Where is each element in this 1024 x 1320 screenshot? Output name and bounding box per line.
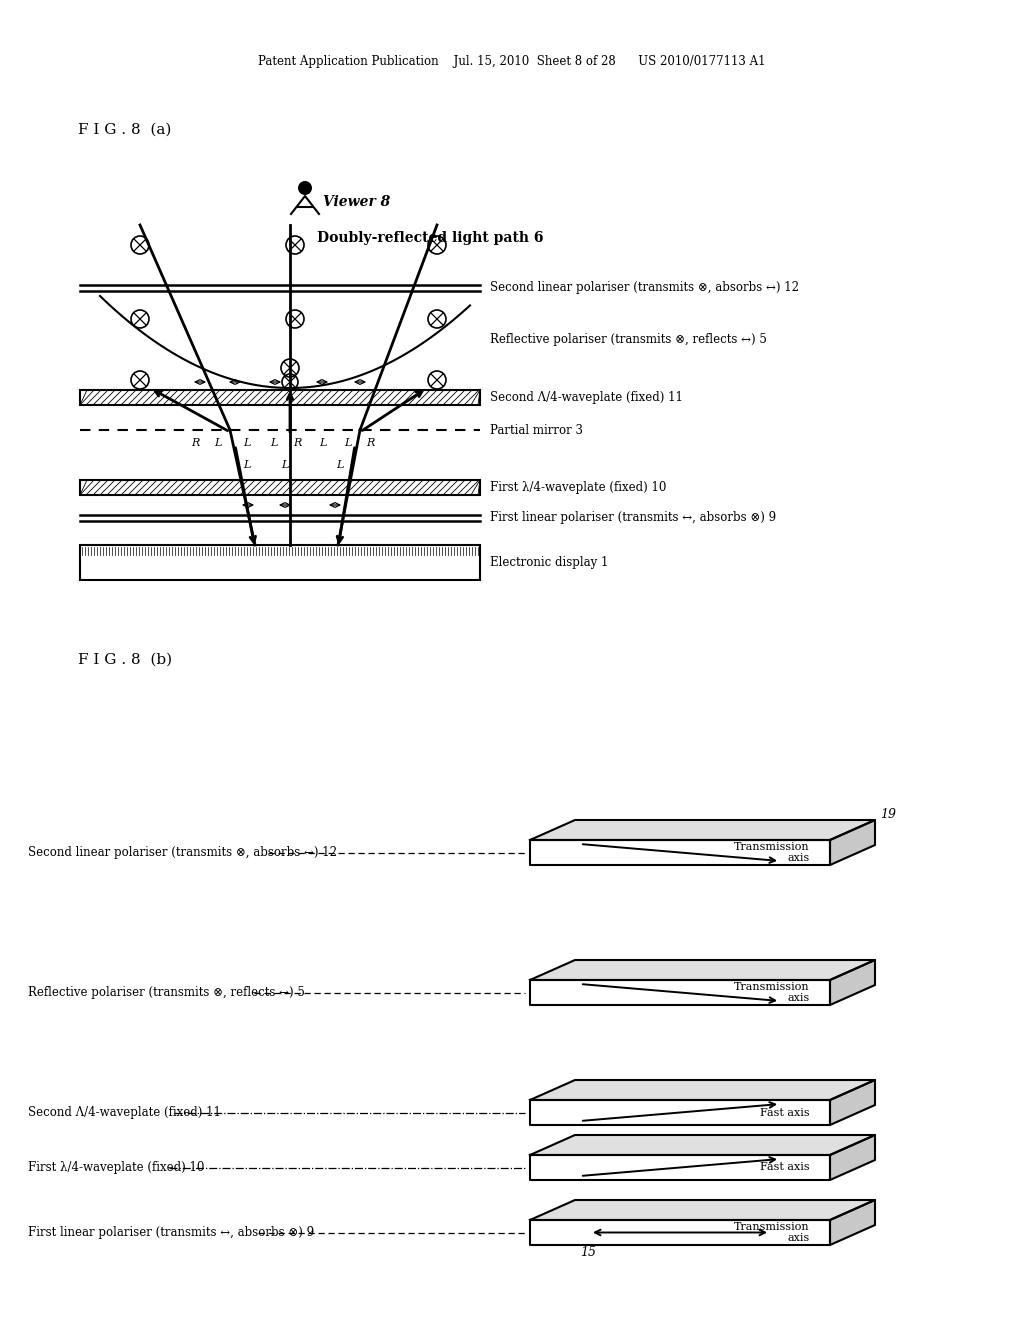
Text: L: L [319, 438, 327, 447]
Text: F I G . 8  (a): F I G . 8 (a) [78, 123, 171, 137]
Text: Fast axis: Fast axis [761, 1163, 810, 1172]
Polygon shape [530, 960, 874, 979]
Text: Second Λ/4-waveplate (fixed) 11: Second Λ/4-waveplate (fixed) 11 [490, 391, 683, 404]
Text: L: L [244, 459, 251, 470]
Text: R: R [293, 438, 301, 447]
Text: First λ/4-waveplate (fixed) 10: First λ/4-waveplate (fixed) 10 [490, 480, 667, 494]
Circle shape [298, 181, 312, 195]
Text: 15: 15 [580, 1246, 596, 1259]
Text: R: R [366, 438, 374, 447]
Text: Patent Application Publication    Jul. 15, 2010  Sheet 8 of 28      US 2010/0177: Patent Application Publication Jul. 15, … [258, 55, 766, 69]
Text: Transmission
axis: Transmission axis [734, 982, 810, 1003]
Text: Transmission
axis: Transmission axis [734, 1222, 810, 1243]
Text: First linear polariser (transmits ↔, absorbs ⊗) 9: First linear polariser (transmits ↔, abs… [490, 511, 776, 524]
Text: Reflective polariser (transmits ⊗, reflects ↔) 5: Reflective polariser (transmits ⊗, refle… [28, 986, 305, 999]
Polygon shape [530, 1155, 830, 1180]
Text: Viewer 8: Viewer 8 [323, 195, 390, 209]
Text: First λ/4-waveplate (fixed) 10: First λ/4-waveplate (fixed) 10 [28, 1162, 205, 1173]
Text: 18: 18 [845, 965, 861, 978]
Polygon shape [530, 1080, 874, 1100]
Polygon shape [830, 820, 874, 865]
Text: 16: 16 [855, 1151, 871, 1163]
Text: Electronic display 1: Electronic display 1 [490, 556, 608, 569]
Bar [80, 480, 480, 495]
Polygon shape [830, 1080, 874, 1125]
Text: L: L [270, 438, 278, 447]
Text: Partial mirror 3: Partial mirror 3 [490, 424, 583, 437]
Text: Fast axis: Fast axis [761, 1107, 810, 1118]
Text: Second linear polariser (transmits ⊗, absorbs ↔) 12: Second linear polariser (transmits ⊗, ab… [490, 281, 799, 294]
Text: L: L [244, 438, 251, 447]
Text: L: L [344, 438, 351, 447]
Polygon shape [530, 1100, 830, 1125]
Bar [80, 389, 480, 405]
Text: 19: 19 [880, 808, 896, 821]
Text: 17: 17 [555, 1098, 571, 1111]
Text: First linear polariser (transmits ↔, absorbs ⊗) 9: First linear polariser (transmits ↔, abs… [28, 1226, 314, 1239]
Text: Transmission
axis: Transmission axis [734, 842, 810, 863]
Text: Second linear polariser (transmits ⊗, absorbs ↔) 12: Second linear polariser (transmits ⊗, ab… [28, 846, 337, 859]
Text: Doubly-reflected light path 6: Doubly-reflected light path 6 [316, 231, 544, 246]
Text: L: L [214, 438, 221, 447]
Polygon shape [830, 1200, 874, 1245]
Text: R: R [190, 438, 200, 447]
Polygon shape [530, 820, 874, 840]
Polygon shape [530, 1200, 874, 1220]
Text: Reflective polariser (transmits ⊗, reflects ↔) 5: Reflective polariser (transmits ⊗, refle… [490, 334, 767, 346]
Polygon shape [530, 1220, 830, 1245]
Text: L: L [282, 459, 289, 470]
Polygon shape [530, 1135, 874, 1155]
Polygon shape [530, 840, 830, 865]
Text: Second Λ/4-waveplate (fixed) 11: Second Λ/4-waveplate (fixed) 11 [28, 1106, 221, 1119]
Polygon shape [830, 960, 874, 1005]
Polygon shape [530, 979, 830, 1005]
Text: F I G . 8  (b): F I G . 8 (b) [78, 653, 172, 667]
Text: L: L [336, 459, 344, 470]
Bar [80, 545, 480, 579]
Polygon shape [830, 1135, 874, 1180]
